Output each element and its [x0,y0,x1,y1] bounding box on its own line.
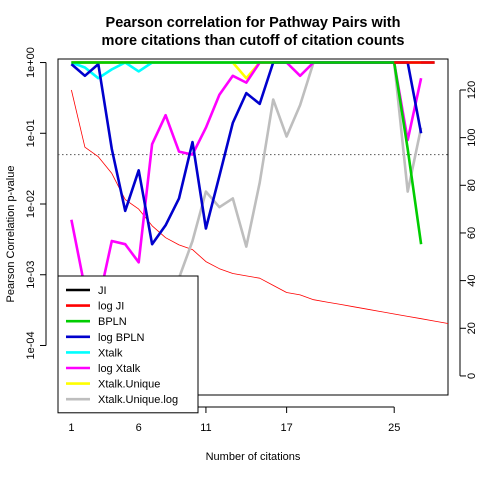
legend: JI log JI BPLN log BPLN Xtalk log Xtalk Xtalk.… [57,275,199,414]
legend-label-log-xtalk: log Xtalk [98,363,141,375]
series-line-xtalk-unique [71,61,422,80]
legend-label-log-bpln: log BPLN [98,332,145,344]
x-tick-label: 25 [388,422,400,434]
right-tick-label: 100 [466,128,478,146]
legend-label-log-ji: log JI [98,301,124,313]
y-tick-label: 1e-01 [25,119,37,147]
y-axis-label: Pearson Correlation p-value [5,166,17,303]
right-tick-label: 0 [466,373,478,379]
legend-label-xtalk-unique: Xtalk.Unique [98,379,160,391]
y-tick-label: 1e-03 [25,261,37,289]
right-tick-label: 80 [466,179,478,191]
series-line-log-xtalk [70,61,423,305]
right-tick-label: 120 [466,81,478,99]
x-tick-label: 1 [68,422,74,434]
chart-title-line-1: Pearson correlation for Pathway Pairs wi… [106,15,401,31]
legend-label-xtalk-unique-log: Xtalk.Unique.log [98,394,178,406]
legend-label-bpln: BPLN [98,316,127,328]
x-tick-label: 6 [136,422,142,434]
y-tick-label: 1e-04 [25,331,37,359]
plot-box [57,58,449,396]
chart-title: Pearson correlation for Pathway Pairs wi… [102,15,405,49]
x-tick-label: 17 [280,422,292,434]
legend-box [57,275,199,414]
x-tick-label: 11 [200,422,211,434]
right-tick-label: 20 [466,322,478,334]
chart-title-line-2: more citations than cutoff of citation c… [102,33,405,49]
series-line-log-bpln [70,61,423,246]
right-tick-label: 40 [466,274,478,286]
series-layer [70,61,449,324]
legend-label-xtalk: Xtalk [98,347,123,359]
legend-label-ji: JI [98,285,107,297]
x-axis-label: Number of citations [206,451,301,463]
series-line-xtalk-unique-log [164,61,423,297]
y-tick-label: 1e-02 [25,190,37,218]
y-tick-label: 1e+00 [25,47,37,78]
right-tick-label: 60 [466,227,478,239]
series-line-citation-count [71,89,449,324]
series-line-bpln [71,61,423,245]
